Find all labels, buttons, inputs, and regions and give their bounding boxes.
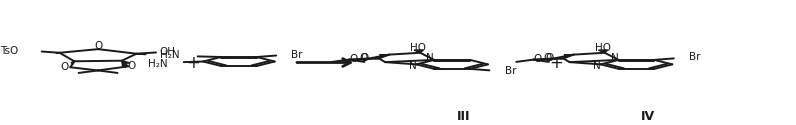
Text: IV: IV xyxy=(641,110,655,123)
Text: O: O xyxy=(533,54,542,64)
Text: O: O xyxy=(361,53,369,63)
Text: +: + xyxy=(186,54,200,72)
Text: O: O xyxy=(349,54,357,64)
Text: O: O xyxy=(359,53,368,63)
Text: HO: HO xyxy=(411,43,427,53)
Text: N: N xyxy=(611,53,618,63)
Polygon shape xyxy=(599,50,607,53)
Text: N: N xyxy=(427,53,434,63)
Text: O: O xyxy=(545,53,553,63)
Text: O: O xyxy=(128,62,136,72)
Text: Br: Br xyxy=(291,50,303,59)
Polygon shape xyxy=(137,53,146,55)
Polygon shape xyxy=(414,50,423,53)
Text: HO: HO xyxy=(595,43,611,53)
Text: +: + xyxy=(549,54,564,72)
Text: Br: Br xyxy=(689,52,700,62)
Polygon shape xyxy=(564,55,573,56)
Text: N: N xyxy=(593,61,601,71)
Text: TsO: TsO xyxy=(0,46,18,56)
Text: O: O xyxy=(94,41,102,51)
Text: H₂N: H₂N xyxy=(149,59,168,69)
Polygon shape xyxy=(122,61,131,63)
Polygon shape xyxy=(122,61,129,67)
Polygon shape xyxy=(380,55,389,56)
Text: O: O xyxy=(544,53,552,63)
Text: H₂N: H₂N xyxy=(160,50,180,60)
Text: O: O xyxy=(60,62,68,72)
Text: N: N xyxy=(408,61,416,71)
Text: III: III xyxy=(457,110,470,123)
Text: Br: Br xyxy=(505,66,516,76)
Text: OH: OH xyxy=(160,47,176,57)
